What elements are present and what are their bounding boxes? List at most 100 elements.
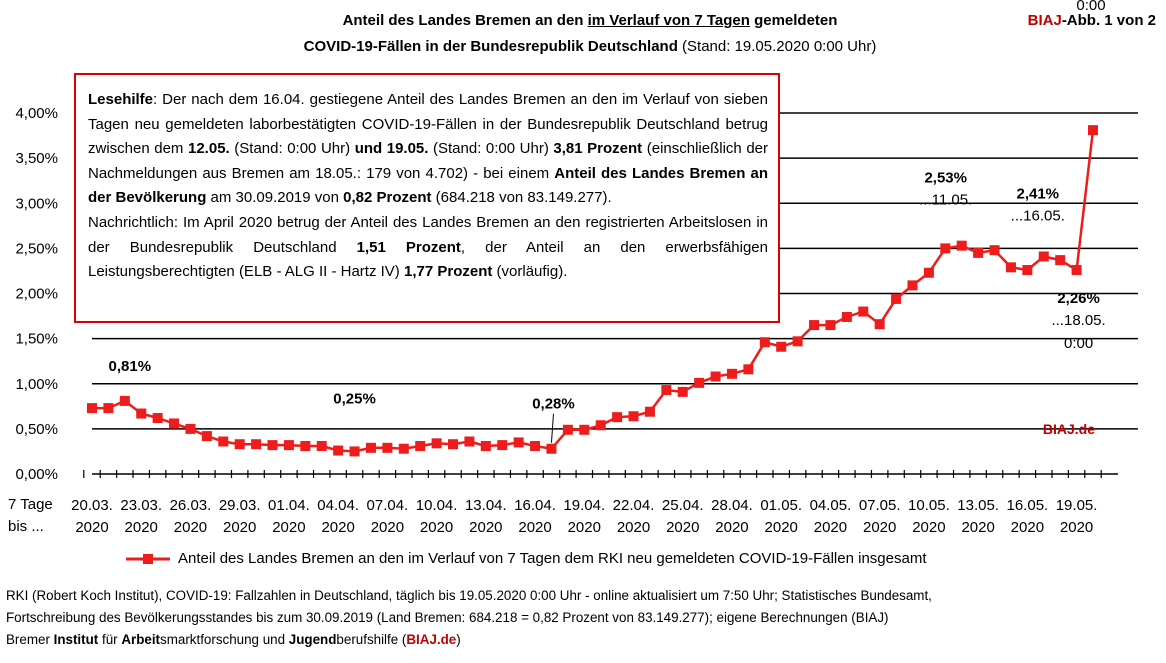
y-tick-label: 2,50% <box>15 240 58 257</box>
data-point <box>809 320 820 331</box>
x-tick-year: 2020 <box>125 519 158 536</box>
data-point <box>776 341 787 352</box>
note-p1-run-1: : Der nach dem 16.04. gestiegene Anteil … <box>88 91 768 158</box>
x-lead-line-1: 7 Tage <box>8 496 53 513</box>
note-p2-run-0: Nachrichtlich: Im April 2020 betrug der … <box>88 213 768 256</box>
note-p2-run-4: (vorläufig). <box>492 263 568 281</box>
x-axis-lead-label: 7 Tage bis ... <box>8 494 53 538</box>
data-point <box>989 245 1000 256</box>
note-p1-run-6: 3,81 Prozent <box>553 140 643 158</box>
note-p2-run-2: , der Anteil an den erwerbsfähigen Leist… <box>88 238 768 281</box>
source-l3-run-4: smarktforschung und <box>160 632 289 647</box>
x-tick-label: 13.04. <box>465 497 507 514</box>
data-point <box>267 440 278 451</box>
data-point <box>973 247 984 258</box>
annotation-date: ...16.05. <box>1011 207 1065 224</box>
title2-part-a: COVID-19-Fällen in der Bundesrepublik De… <box>303 38 678 55</box>
x-tick-year: 2020 <box>814 519 847 536</box>
x-tick-year: 2020 <box>321 519 354 536</box>
y-tick-label: 0,50% <box>15 421 58 438</box>
x-tick-label: 22.04. <box>613 497 655 514</box>
watermark-label: BIAJ.de <box>1043 421 1095 437</box>
data-point <box>940 243 951 254</box>
data-point <box>480 441 491 452</box>
data-point <box>792 336 803 347</box>
data-point <box>333 445 344 456</box>
x-tick-year: 2020 <box>961 519 994 536</box>
reading-aid-box: Lesehilfe: Der nach dem 16.04. gestiegen… <box>74 73 780 323</box>
note-p1-run-4: und 19.05. <box>354 140 429 158</box>
x-tick-year: 2020 <box>765 519 798 536</box>
source-l3-run-1: Institut <box>53 632 99 647</box>
figure-brand: BIAJ <box>1027 12 1062 29</box>
title-part-a: Anteil des Landes Bremen an den <box>342 12 588 29</box>
data-point <box>316 441 327 452</box>
data-point <box>431 438 442 449</box>
data-point <box>562 424 573 435</box>
source-line-2: Fortschreibung des Bevölkerungsstandes b… <box>6 610 889 625</box>
data-point <box>464 436 475 447</box>
x-tick-year: 2020 <box>912 519 945 536</box>
data-point <box>956 240 967 251</box>
data-point <box>841 311 852 322</box>
source-l3-run-8: ) <box>456 632 461 647</box>
title-part-underlined: im Verlauf von 7 Tagen <box>587 12 750 29</box>
figure-number: -Abb. 1 von 2 <box>1061 12 1156 29</box>
x-tick-label: 20.03. <box>71 497 113 514</box>
x-tick-year: 2020 <box>1011 519 1044 536</box>
source-l3-run-6: berufshilfe ( <box>336 632 407 647</box>
x-tick-year: 2020 <box>863 519 896 536</box>
annotation-date: ...18.05. <box>1051 312 1105 329</box>
x-tick-year: 2020 <box>1060 519 1093 536</box>
source-l3-run-0: Bremer <box>6 632 54 647</box>
x-tick-label: 10.04. <box>416 497 458 514</box>
x-tick-label: 16.04. <box>514 497 556 514</box>
data-point <box>858 306 869 317</box>
annotation-value: 0,81% <box>109 358 152 375</box>
x-tick-year: 2020 <box>715 519 748 536</box>
y-tick-label: 2,00% <box>15 286 58 303</box>
data-point <box>201 431 212 442</box>
source-notes: RKI (Robert Koch Institut), COVID-19: Fa… <box>6 585 932 651</box>
x-tick-label: 23.03. <box>120 497 162 514</box>
data-point <box>530 441 541 452</box>
x-tick-year: 2020 <box>568 519 601 536</box>
note-p1-run-5: (Stand: 0:00 Uhr) <box>428 140 554 158</box>
data-point <box>152 413 163 424</box>
annotation-value: 2,26% <box>1057 290 1100 307</box>
chart-title-line-2: COVID-19-Fällen in der Bundesrepublik De… <box>0 38 1166 55</box>
annotation-leader <box>550 413 554 443</box>
x-tick-label: 19.04. <box>563 497 605 514</box>
note-p1-run-3: (Stand: 0:00 Uhr) <box>229 140 355 158</box>
x-tick-year: 2020 <box>666 519 699 536</box>
x-tick-label: 16.05. <box>1007 497 1049 514</box>
data-point <box>726 368 737 379</box>
x-lead-line-2: bis ... <box>8 518 44 535</box>
source-line-1: RKI (Robert Koch Institut), COVID-19: Fa… <box>6 588 932 603</box>
x-tick-label: 28.04. <box>711 497 753 514</box>
annotation-value: 2,53% <box>924 170 967 187</box>
title-part-b: gemeldeten <box>749 12 838 29</box>
annotation-value: 0,25% <box>333 390 376 407</box>
data-point <box>169 418 180 429</box>
note-p1-run-2: 12.05. <box>188 140 230 158</box>
source-l3-run-2: für <box>98 632 122 647</box>
note-p1-run-11: (684.218 von 83.149.277). <box>431 189 612 207</box>
x-tick-label: 04.05. <box>810 497 852 514</box>
annotation-value: 0,28% <box>532 396 575 413</box>
data-point <box>546 443 557 454</box>
annotation-time: 0:00 <box>1064 335 1093 352</box>
x-tick-year: 2020 <box>617 519 650 536</box>
source-l3-run-7: BIAJ.de <box>406 632 457 647</box>
note-p2-run-3: 1,77 Prozent <box>403 263 493 281</box>
source-line-3: Bremer Institut für Arbeitsmarktforschun… <box>6 629 932 651</box>
data-point <box>448 439 459 450</box>
data-point <box>415 441 426 452</box>
y-tick-label: 1,50% <box>15 331 58 348</box>
source-l3-run-5: Jugend <box>288 632 337 647</box>
x-tick-year: 2020 <box>174 519 207 536</box>
x-tick-year: 2020 <box>420 519 453 536</box>
y-tick-label: 3,50% <box>15 150 58 167</box>
legend-label: Anteil des Landes Bremen an den im Verla… <box>178 550 927 567</box>
